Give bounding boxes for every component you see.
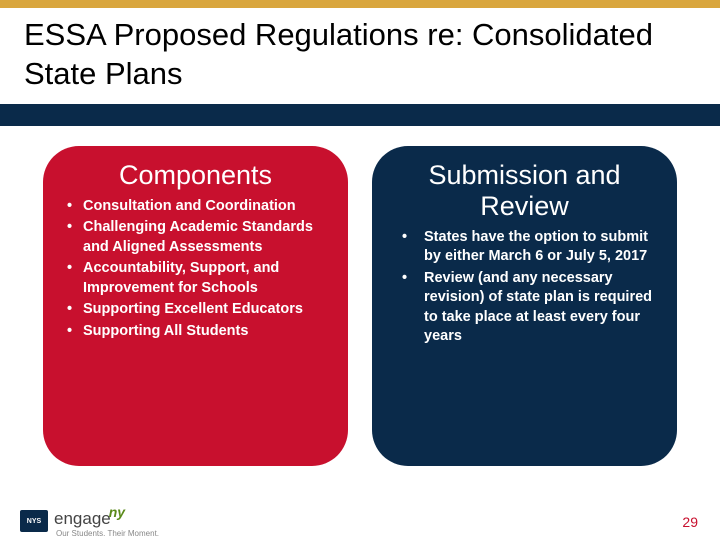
list-item: Consultation and Coordination <box>67 197 328 217</box>
engage-ny-logo: engageny Our Students. Their Moment. <box>54 504 159 538</box>
components-heading: Components <box>63 160 328 191</box>
slide-title: ESSA Proposed Regulations re: Consolidat… <box>24 16 696 94</box>
list-item: Challenging Academic Standards and Align… <box>67 218 328 257</box>
slide-footer: NYS engageny Our Students. Their Moment.… <box>0 502 720 540</box>
components-list: Consultation and Coordination Challengin… <box>63 197 328 342</box>
list-item: Supporting All Students <box>67 322 328 342</box>
list-item: Accountability, Support, and Improvement… <box>67 259 328 298</box>
content-area: Components Consultation and Coordination… <box>0 126 720 466</box>
slide-title-area: ESSA Proposed Regulations re: Consolidat… <box>0 8 720 104</box>
logo-group: NYS engageny Our Students. Their Moment. <box>20 504 159 538</box>
engage-text: engage <box>54 509 111 528</box>
page-number: 29 <box>682 514 698 530</box>
list-item: States have the option to submit by eith… <box>396 228 657 267</box>
engage-tagline: Our Students. Their Moment. <box>56 529 159 538</box>
components-panel: Components Consultation and Coordination… <box>43 146 348 466</box>
list-item: Review (and any necessary revision) of s… <box>396 269 657 347</box>
submission-panel: Submission and Review States have the op… <box>372 146 677 466</box>
gold-accent-bar <box>0 0 720 8</box>
submission-list: States have the option to submit by eith… <box>392 228 657 347</box>
engage-ny-suffix: ny <box>109 504 125 520</box>
submission-heading: Submission and Review <box>392 160 657 222</box>
list-item: Supporting Excellent Educators <box>67 300 328 320</box>
nysed-logo-icon: NYS <box>20 510 48 532</box>
navy-accent-bar <box>0 104 720 126</box>
